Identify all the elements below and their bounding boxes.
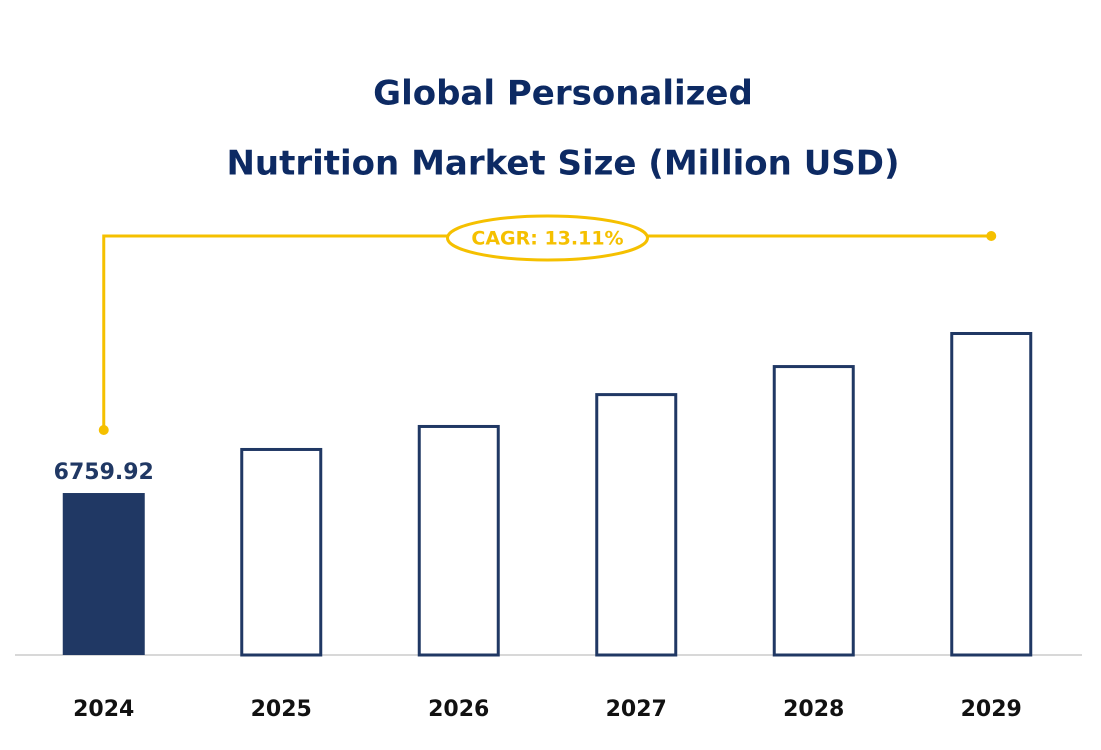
bar — [772, 365, 855, 657]
chart-title: Nutrition Market Size (Million USD) — [226, 144, 899, 184]
x-tick-label: 2026 — [428, 697, 489, 722]
x-tick-label: 2025 — [251, 697, 312, 722]
cagr-label: CAGR: 13.11% — [471, 228, 623, 250]
cagr-line — [102, 234, 992, 430]
x-tick-label: 2027 — [606, 697, 667, 722]
x-tick-label: 2028 — [783, 697, 844, 722]
cagr-dot — [98, 425, 109, 435]
bar — [595, 393, 678, 657]
chart-title: Global Personalized — [373, 74, 753, 114]
bar — [950, 332, 1033, 657]
x-tick-label: 2029 — [961, 697, 1022, 722]
bar — [62, 493, 145, 655]
value-label: 6759.92 — [54, 460, 154, 485]
cagr-dot — [986, 231, 997, 241]
bar — [240, 447, 323, 657]
cagr-badge — [446, 214, 649, 262]
x-tick-label: 2024 — [73, 697, 134, 722]
bar — [417, 424, 500, 657]
